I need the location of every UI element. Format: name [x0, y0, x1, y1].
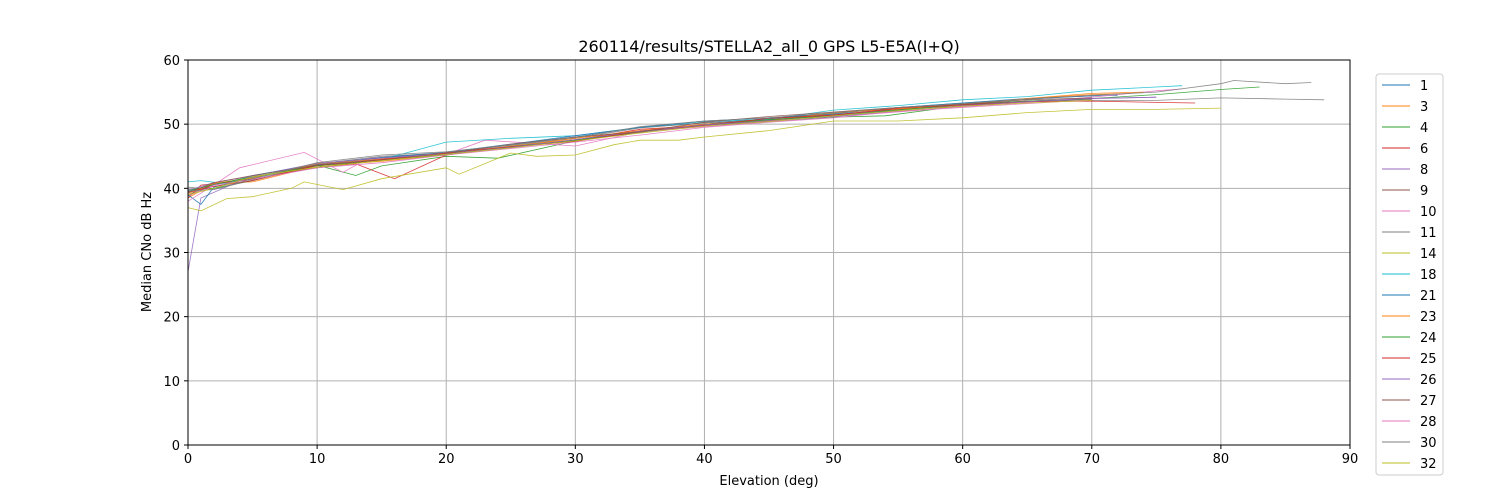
series-line-28	[187, 99, 1092, 202]
series-line-26	[187, 96, 1157, 191]
legend-label-1: 1	[1420, 79, 1428, 94]
y-tick-label: 60	[163, 54, 180, 69]
legend-label-21: 21	[1420, 289, 1437, 304]
legend-label-24: 24	[1420, 331, 1437, 346]
series-line-23	[187, 91, 1144, 194]
series-line-1	[187, 94, 1118, 192]
x-axis-label: Elevation (deg)	[719, 474, 818, 489]
series-line-32	[187, 100, 1092, 196]
legend-label-10: 10	[1420, 205, 1437, 220]
legend-label-27: 27	[1420, 394, 1437, 409]
legend-label-30: 30	[1420, 436, 1437, 451]
y-tick-label: 0	[172, 439, 180, 454]
legend-label-26: 26	[1420, 373, 1437, 388]
y-tick-label: 40	[163, 182, 180, 197]
y-tick-label: 30	[163, 247, 180, 262]
legend-label-28: 28	[1420, 415, 1437, 430]
legend-label-3: 3	[1420, 100, 1428, 115]
series-line-14	[187, 107, 1221, 212]
legend-label-11: 11	[1420, 226, 1437, 241]
series-line-24	[187, 98, 1092, 192]
y-tick-label: 10	[163, 375, 180, 390]
y-tick-label: 50	[163, 118, 180, 133]
series-line-3	[187, 93, 1131, 199]
series-line-6	[187, 98, 1092, 199]
x-tick-label: 90	[1342, 452, 1359, 467]
legend-label-25: 25	[1420, 352, 1437, 367]
x-tick-label: 30	[567, 452, 584, 467]
series-line-30	[187, 80, 1312, 192]
legend-label-32: 32	[1420, 457, 1437, 472]
x-tick-label: 20	[438, 452, 455, 467]
y-axis-label: Median CNo dB Hz	[140, 192, 155, 312]
legend-label-18: 18	[1420, 268, 1437, 283]
x-tick-label: 70	[1084, 452, 1101, 467]
y-tick-label: 20	[163, 311, 180, 326]
x-tick-label: 40	[696, 452, 713, 467]
series-line-4	[187, 86, 1260, 190]
legend-label-14: 14	[1420, 247, 1437, 262]
chart-title: 260114/results/STELLA2_all_0 GPS L5-E5A(…	[578, 37, 959, 57]
series-line-27	[187, 97, 1092, 194]
legend-label-6: 6	[1420, 142, 1428, 157]
x-tick-label: 60	[954, 452, 971, 467]
x-tick-label: 10	[309, 452, 326, 467]
series-line-9	[187, 98, 1092, 196]
x-tick-label: 80	[1213, 452, 1230, 467]
series-line-25	[187, 100, 1196, 193]
x-tick-label: 0	[184, 452, 192, 467]
series-line-10	[187, 88, 1183, 197]
series-lines	[187, 80, 1325, 272]
legend-label-23: 23	[1420, 310, 1437, 325]
axis-ticks: 0 10 20 30 40 50 60 70 80 90 0 10 20 30 40 50 60	[163, 54, 1358, 467]
series-line-11	[187, 97, 1325, 191]
legend-label-8: 8	[1420, 163, 1428, 178]
legend-label-9: 9	[1420, 184, 1428, 199]
legend-label-4: 4	[1420, 121, 1428, 136]
legend: 1 3 4 6 8 9 10 11 14 18 21 23 24 25 26 27 28 30 32	[1375, 73, 1444, 476]
series-line-8	[187, 96, 1157, 272]
x-tick-label: 50	[825, 452, 842, 467]
